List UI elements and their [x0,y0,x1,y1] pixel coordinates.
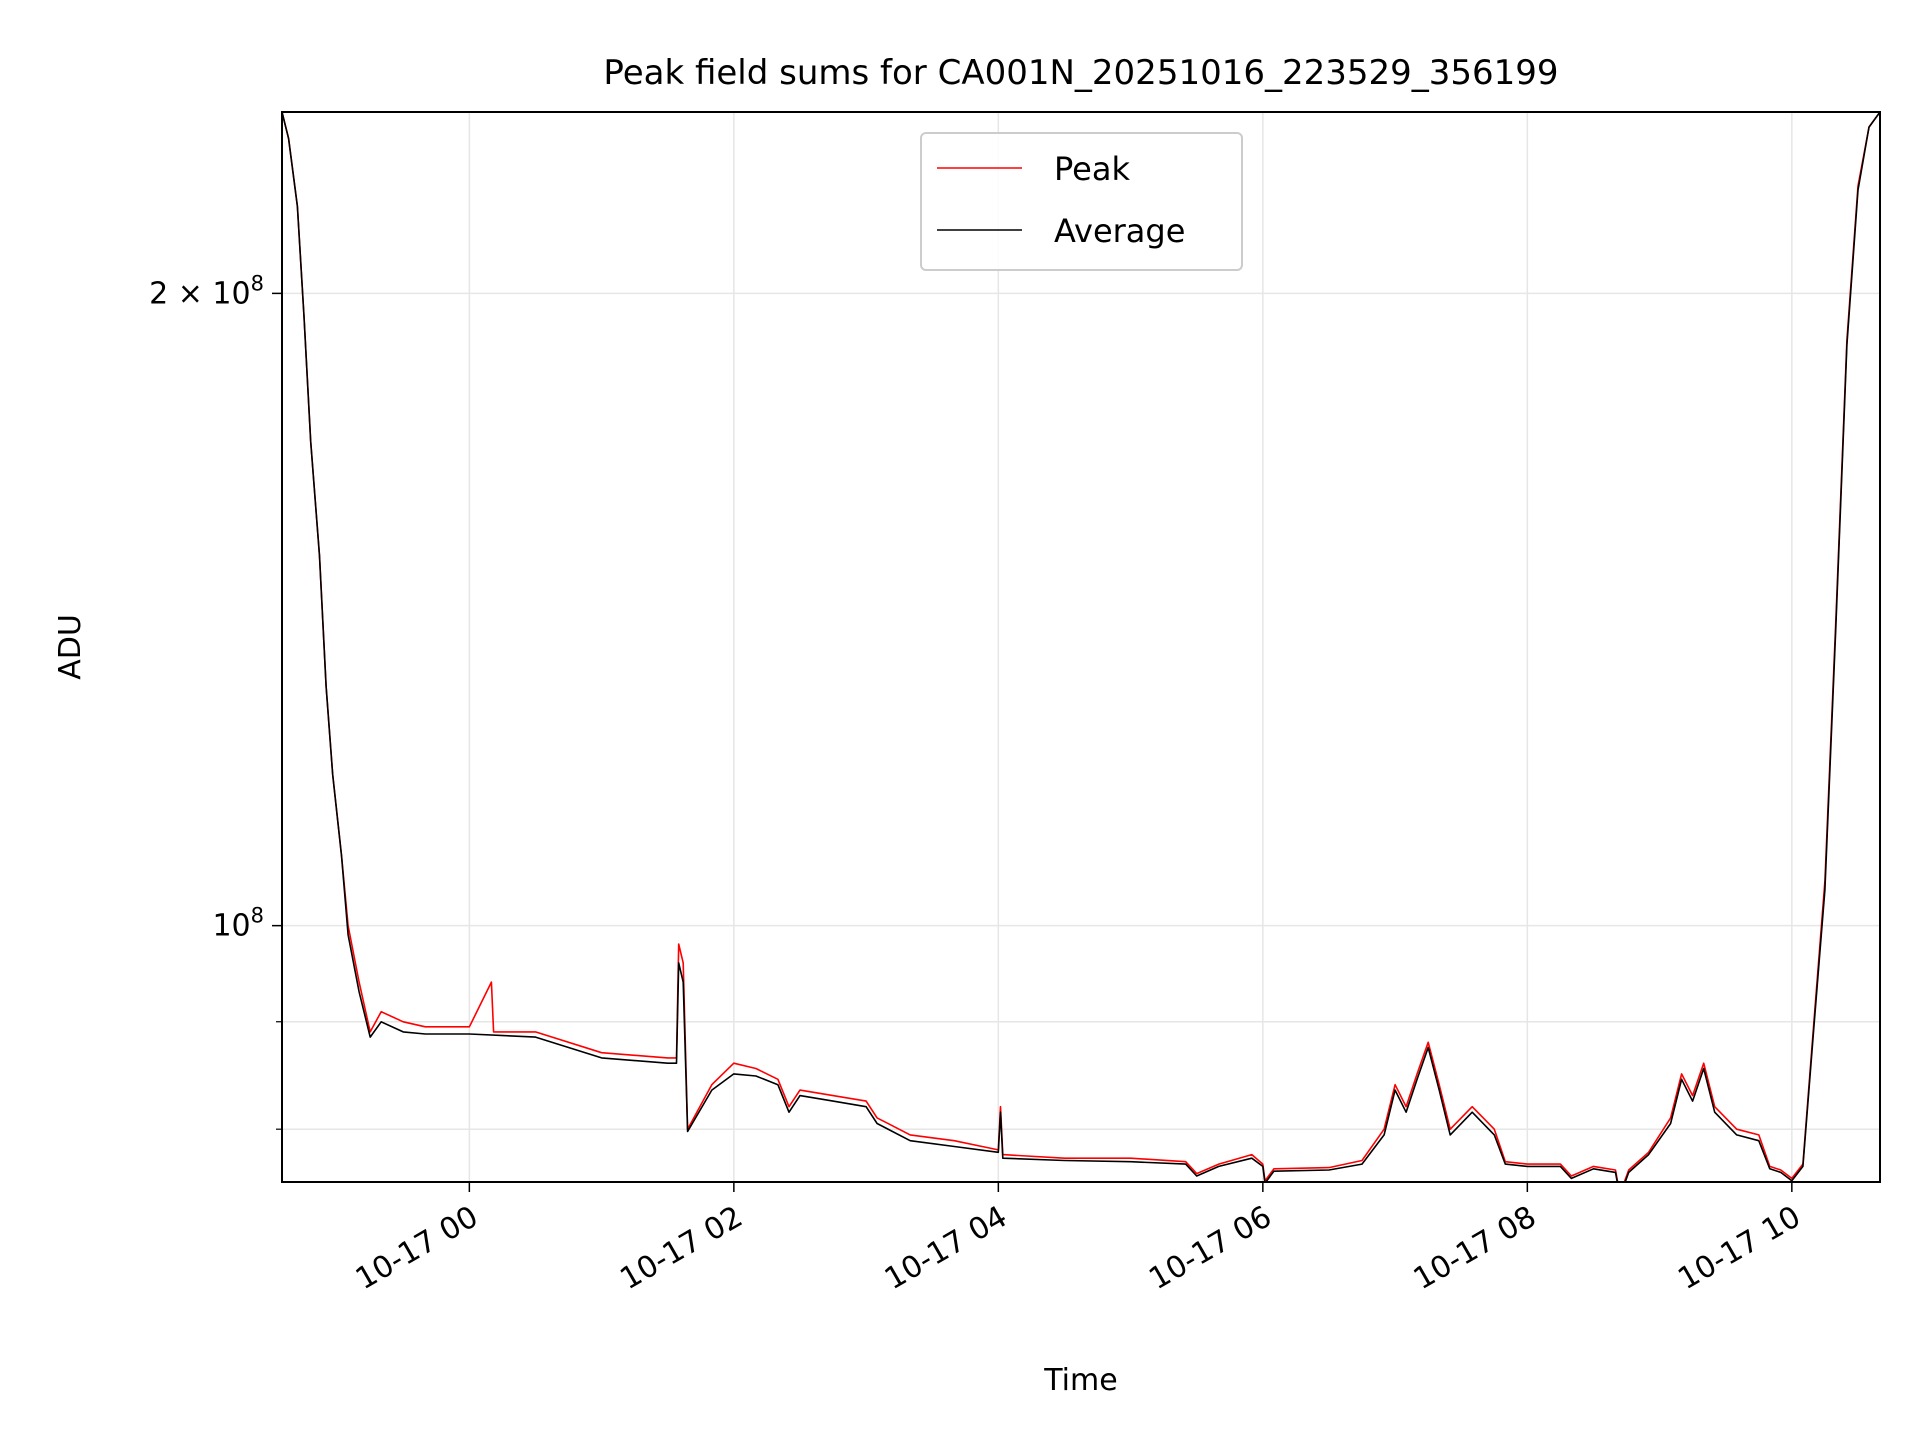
legend-label-peak: Peak [1054,150,1130,188]
series-line-peak [282,112,1880,1182]
plot-frame [281,111,1881,1183]
gridlines [282,112,1880,1182]
series-layer [282,112,1880,1182]
legend-label-average: Average [1054,212,1185,250]
y-tick-label: 2 × 108 [149,271,264,311]
series-line-average [282,112,1880,1182]
legend: Peak Average [920,132,1243,271]
chart-title: Peak field sums for CA001N_20251016_2235… [603,53,1558,93]
y-axis-label: ADU [53,614,88,680]
y-tick-label: 108 [212,904,264,944]
x-axis-label: Time [1043,1363,1117,1398]
